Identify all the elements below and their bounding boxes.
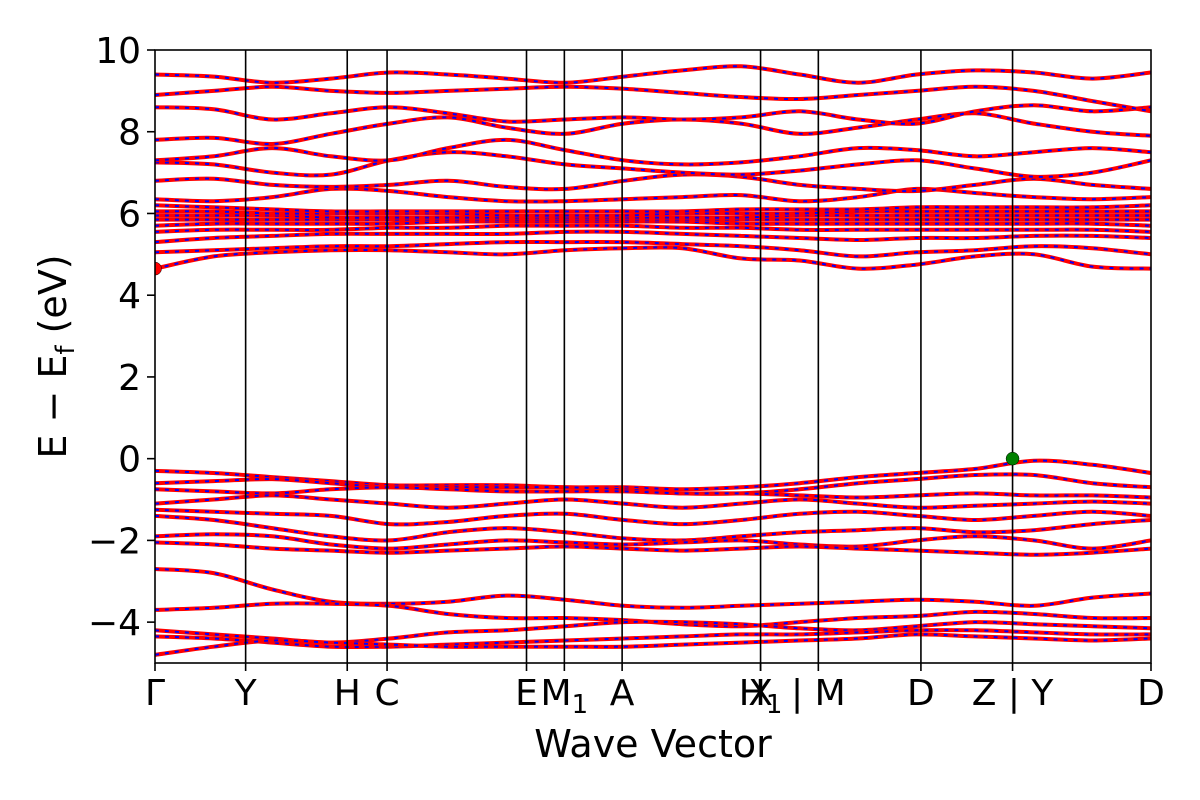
x-tick-label-10: D bbox=[907, 673, 935, 714]
band-lines bbox=[155, 64, 1151, 657]
band-21-up bbox=[155, 507, 1151, 527]
band-7-down bbox=[155, 210, 1151, 217]
band-3-down bbox=[155, 224, 1151, 233]
band-26-down bbox=[155, 602, 1151, 628]
y-axis-label: E − Ef (eV) bbox=[31, 254, 81, 458]
y-axis-label-sub: f bbox=[51, 345, 81, 355]
y-tick-label-5: 6 bbox=[118, 194, 141, 235]
x-tick-label-3: C bbox=[374, 673, 399, 714]
band-11-down bbox=[155, 151, 1151, 178]
band-2-down bbox=[155, 230, 1151, 244]
markers bbox=[155, 261, 1020, 466]
band-16-up bbox=[155, 64, 1151, 85]
band-18-down bbox=[155, 473, 1151, 495]
band-19-down bbox=[155, 486, 1151, 499]
x-axis-label: Wave Vector bbox=[534, 722, 772, 766]
y-axis-ticks: −4 −2 0 2 4 6 8 10 bbox=[88, 31, 155, 644]
x-tick-label-1: Y bbox=[234, 673, 258, 714]
y-axis-label-main: E − E bbox=[31, 355, 75, 459]
band-25-down bbox=[155, 568, 1151, 609]
x-tick-label-9: | M bbox=[791, 673, 846, 714]
x-tick-label-8: H1 bbox=[739, 673, 783, 720]
y-axis-label-unit: (eV) bbox=[31, 254, 75, 345]
y-tick-label-2: 0 bbox=[118, 440, 141, 481]
y-tick-label-3: 2 bbox=[118, 358, 141, 399]
x-tick-label-12: D bbox=[1137, 673, 1165, 714]
band-29-down bbox=[155, 633, 1151, 656]
band-15-down bbox=[155, 85, 1151, 113]
band-9-down bbox=[155, 187, 1151, 203]
x-tick-label-6: A bbox=[610, 673, 635, 714]
band-20-down bbox=[155, 494, 1151, 509]
x-axis-ticks: Γ Y H C E M1 A XH1 | M D Z | Y D bbox=[145, 663, 1165, 720]
band-23-down bbox=[155, 533, 1151, 550]
y-tick-label-0: −4 bbox=[88, 603, 141, 644]
band-8-down bbox=[155, 204, 1151, 213]
x-tick-label-0: Γ bbox=[145, 673, 165, 714]
band-1-down bbox=[155, 240, 1151, 258]
x-tick-label-7: X bbox=[748, 673, 773, 714]
plot-frame bbox=[154, 49, 1152, 664]
x-tick-label-2: H bbox=[334, 673, 361, 714]
band-6-down bbox=[155, 214, 1151, 219]
band-9-up bbox=[155, 186, 1151, 204]
band-17-down bbox=[155, 459, 1151, 491]
band-2-up bbox=[155, 229, 1151, 245]
band-0-down bbox=[155, 246, 1151, 270]
band-20-up bbox=[155, 493, 1151, 510]
x-tick-label-4: E bbox=[515, 673, 538, 714]
x-tick-label-5: M1 bbox=[541, 673, 589, 720]
band-14-down bbox=[155, 104, 1151, 125]
y-tick-label-4: 4 bbox=[118, 276, 141, 317]
x-tick-label-11: Z | Y bbox=[972, 673, 1055, 714]
y-tick-label-7: 10 bbox=[95, 31, 141, 72]
band-12-down bbox=[155, 138, 1151, 166]
band-13-down bbox=[155, 112, 1151, 146]
band-21-down bbox=[155, 508, 1151, 526]
band-22-down bbox=[155, 514, 1151, 542]
y-tick-label-1: −2 bbox=[88, 521, 141, 562]
marker-1 bbox=[1005, 451, 1020, 466]
band-10-down bbox=[155, 173, 1151, 193]
band-16-down bbox=[155, 65, 1151, 84]
band-4-down bbox=[155, 220, 1151, 227]
band-24-down bbox=[155, 541, 1151, 556]
marker-0 bbox=[155, 261, 162, 276]
y-tick-label-6: 8 bbox=[118, 113, 141, 154]
kpoint-lines bbox=[244, 50, 1014, 663]
band-28-down bbox=[155, 629, 1151, 649]
